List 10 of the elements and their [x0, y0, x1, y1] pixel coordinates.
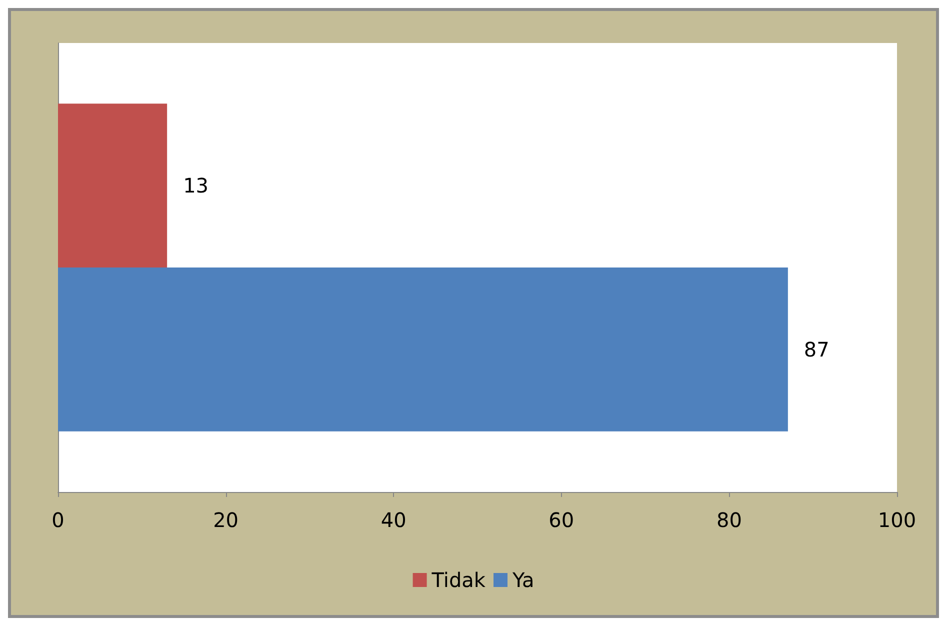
legend-label: Ya	[511, 568, 534, 592]
x-tick-label: 0	[52, 508, 64, 532]
x-tick-label: 60	[548, 508, 574, 532]
legend-label: Tidak	[430, 568, 486, 592]
x-tick-label: 100	[878, 508, 916, 532]
x-tick-label: 80	[716, 508, 742, 532]
data-label: 13	[183, 174, 209, 198]
data-label: 87	[804, 337, 830, 362]
x-tick-label: 40	[380, 508, 406, 532]
x-tick-label: 20	[213, 508, 239, 532]
